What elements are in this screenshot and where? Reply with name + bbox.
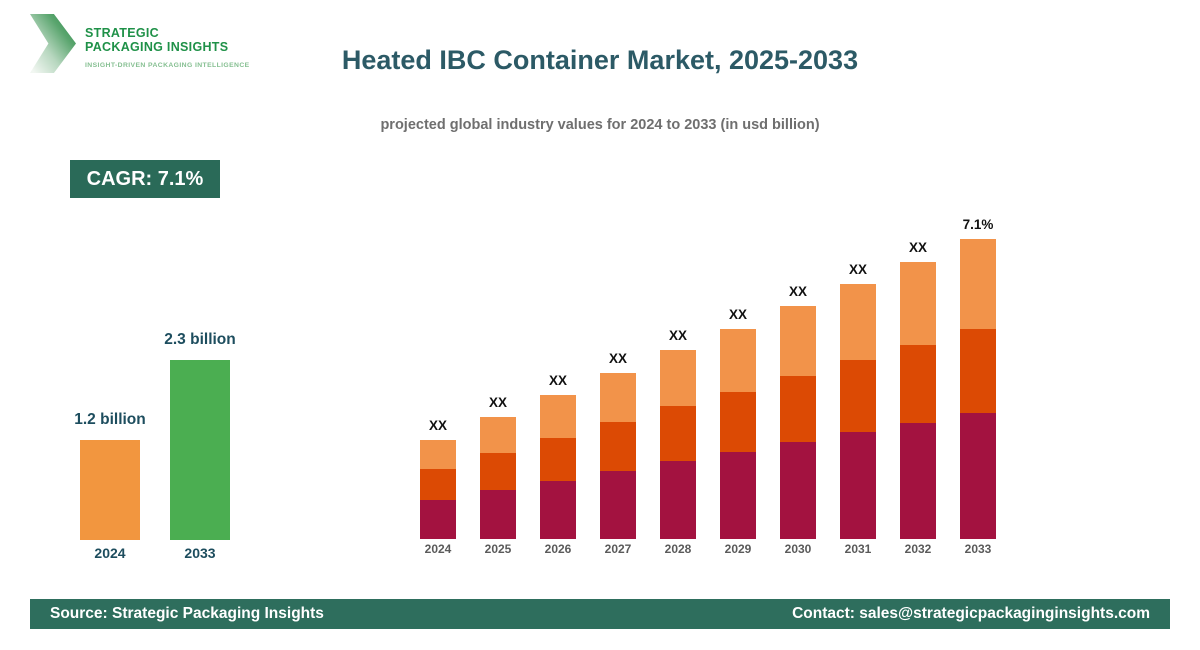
segment-bottom [420, 500, 456, 539]
logo-text: STRATEGIC PACKAGING INSIGHTS INSIGHT-DRI… [85, 14, 250, 69]
mini-bar-2024: 1.2 billion 2024 [74, 411, 145, 561]
mini-bar-year-label: 2024 [94, 545, 126, 561]
bar-value-label: XX [728, 307, 748, 322]
segment-bottom [600, 471, 636, 539]
segment-bottom [660, 461, 696, 539]
stacked-bar-2031: XX 2031 [840, 262, 876, 556]
bar-value-label: XX [488, 395, 508, 410]
segment-top [660, 350, 696, 406]
growth-mini-chart: 1.2 billion 2024 2.3 billion 2033 [60, 300, 270, 561]
segment-middle [720, 392, 756, 452]
stacked-bar-2027: XX 2027 [600, 351, 636, 556]
segment-middle [840, 360, 876, 432]
segment-bottom [840, 432, 876, 539]
segment-top [960, 239, 996, 329]
mini-bar-2033: 2.3 billion 2033 [164, 331, 235, 561]
stacked-bar-chart: XX 2024 XX 2025 XX 2026 XX 2027 XX 2028 XX 2029 XX 20… [420, 180, 1000, 556]
segment-bottom [720, 452, 756, 539]
segment-top [600, 373, 636, 422]
x-axis-tick-label: 2024 [424, 542, 452, 556]
segment-bottom [480, 490, 516, 539]
footer-bar: Source: Strategic Packaging Insights Con… [30, 599, 1170, 629]
stacked-bar-2024: XX 2024 [420, 418, 456, 556]
segment-top [900, 262, 936, 345]
bar-value-label: XX [608, 351, 628, 366]
stacked-bar-2028: XX 2028 [660, 328, 696, 556]
stacked-bar-2030: XX 2030 [780, 284, 816, 556]
x-axis-tick-label: 2027 [604, 542, 632, 556]
stacked-bar-2033: 7.1% 2033 [960, 217, 996, 556]
logo-tagline: INSIGHT-DRIVEN PACKAGING INTELLIGENCE [85, 61, 250, 69]
mini-bar-value-label: 2.3 billion [164, 331, 236, 348]
segment-middle [540, 438, 576, 481]
segment-top [480, 417, 516, 453]
footer-source: Source: Strategic Packaging Insights [50, 605, 324, 622]
segment-middle [660, 406, 696, 461]
segment-middle [480, 453, 516, 490]
bar-value-label: XX [668, 328, 688, 343]
stacked-bar-2029: XX 2029 [720, 307, 756, 556]
x-axis-tick-label: 2026 [544, 542, 572, 556]
segment-top [840, 284, 876, 360]
bar-value-label: 7.1% [962, 217, 994, 232]
segment-bottom [900, 423, 936, 539]
logo: STRATEGIC PACKAGING INSIGHTS INSIGHT-DRI… [30, 14, 250, 73]
segment-middle [960, 329, 996, 413]
x-axis-tick-label: 2029 [724, 542, 752, 556]
segment-top [540, 395, 576, 438]
chart-subtitle: projected global industry values for 202… [380, 117, 820, 133]
stacked-bar-2025: XX 2025 [480, 395, 516, 556]
segment-bottom [540, 481, 576, 539]
segment-bottom [960, 413, 996, 539]
footer-contact: Contact: sales@strategicpackaginginsight… [792, 605, 1150, 622]
bar-value-label: XX [548, 373, 568, 388]
cagr-badge: CAGR: 7.1% [70, 160, 220, 198]
segment-top [720, 329, 756, 392]
stacked-bar-2026: XX 2026 [540, 373, 576, 556]
x-axis-tick-label: 2032 [904, 542, 932, 556]
logo-line-2: PACKAGING INSIGHTS [85, 40, 229, 55]
bar-value-label: XX [848, 262, 868, 277]
x-axis-tick-label: 2028 [664, 542, 692, 556]
segment-middle [420, 469, 456, 500]
logo-line-1: STRATEGIC [85, 26, 159, 40]
x-axis-tick-label: 2025 [484, 542, 512, 556]
bar-value-label: XX [908, 240, 928, 255]
segment-top [780, 306, 816, 376]
stacked-bar-2032: XX 2032 [900, 240, 936, 556]
x-axis-tick-label: 2031 [844, 542, 872, 556]
segment-top [420, 440, 456, 469]
bar-value-label: XX [788, 284, 808, 299]
page-title: Heated IBC Container Market, 2025-2033 [341, 45, 859, 75]
mini-bar-value-label: 1.2 billion [74, 411, 146, 428]
segment-middle [600, 422, 636, 471]
bar-value-label: XX [428, 418, 448, 433]
segment-middle [780, 376, 816, 442]
x-axis-tick-label: 2033 [964, 542, 992, 556]
mini-bar-year-label: 2033 [184, 545, 216, 561]
x-axis-tick-label: 2030 [784, 542, 812, 556]
segment-middle [900, 345, 936, 423]
segment-bottom [780, 442, 816, 539]
